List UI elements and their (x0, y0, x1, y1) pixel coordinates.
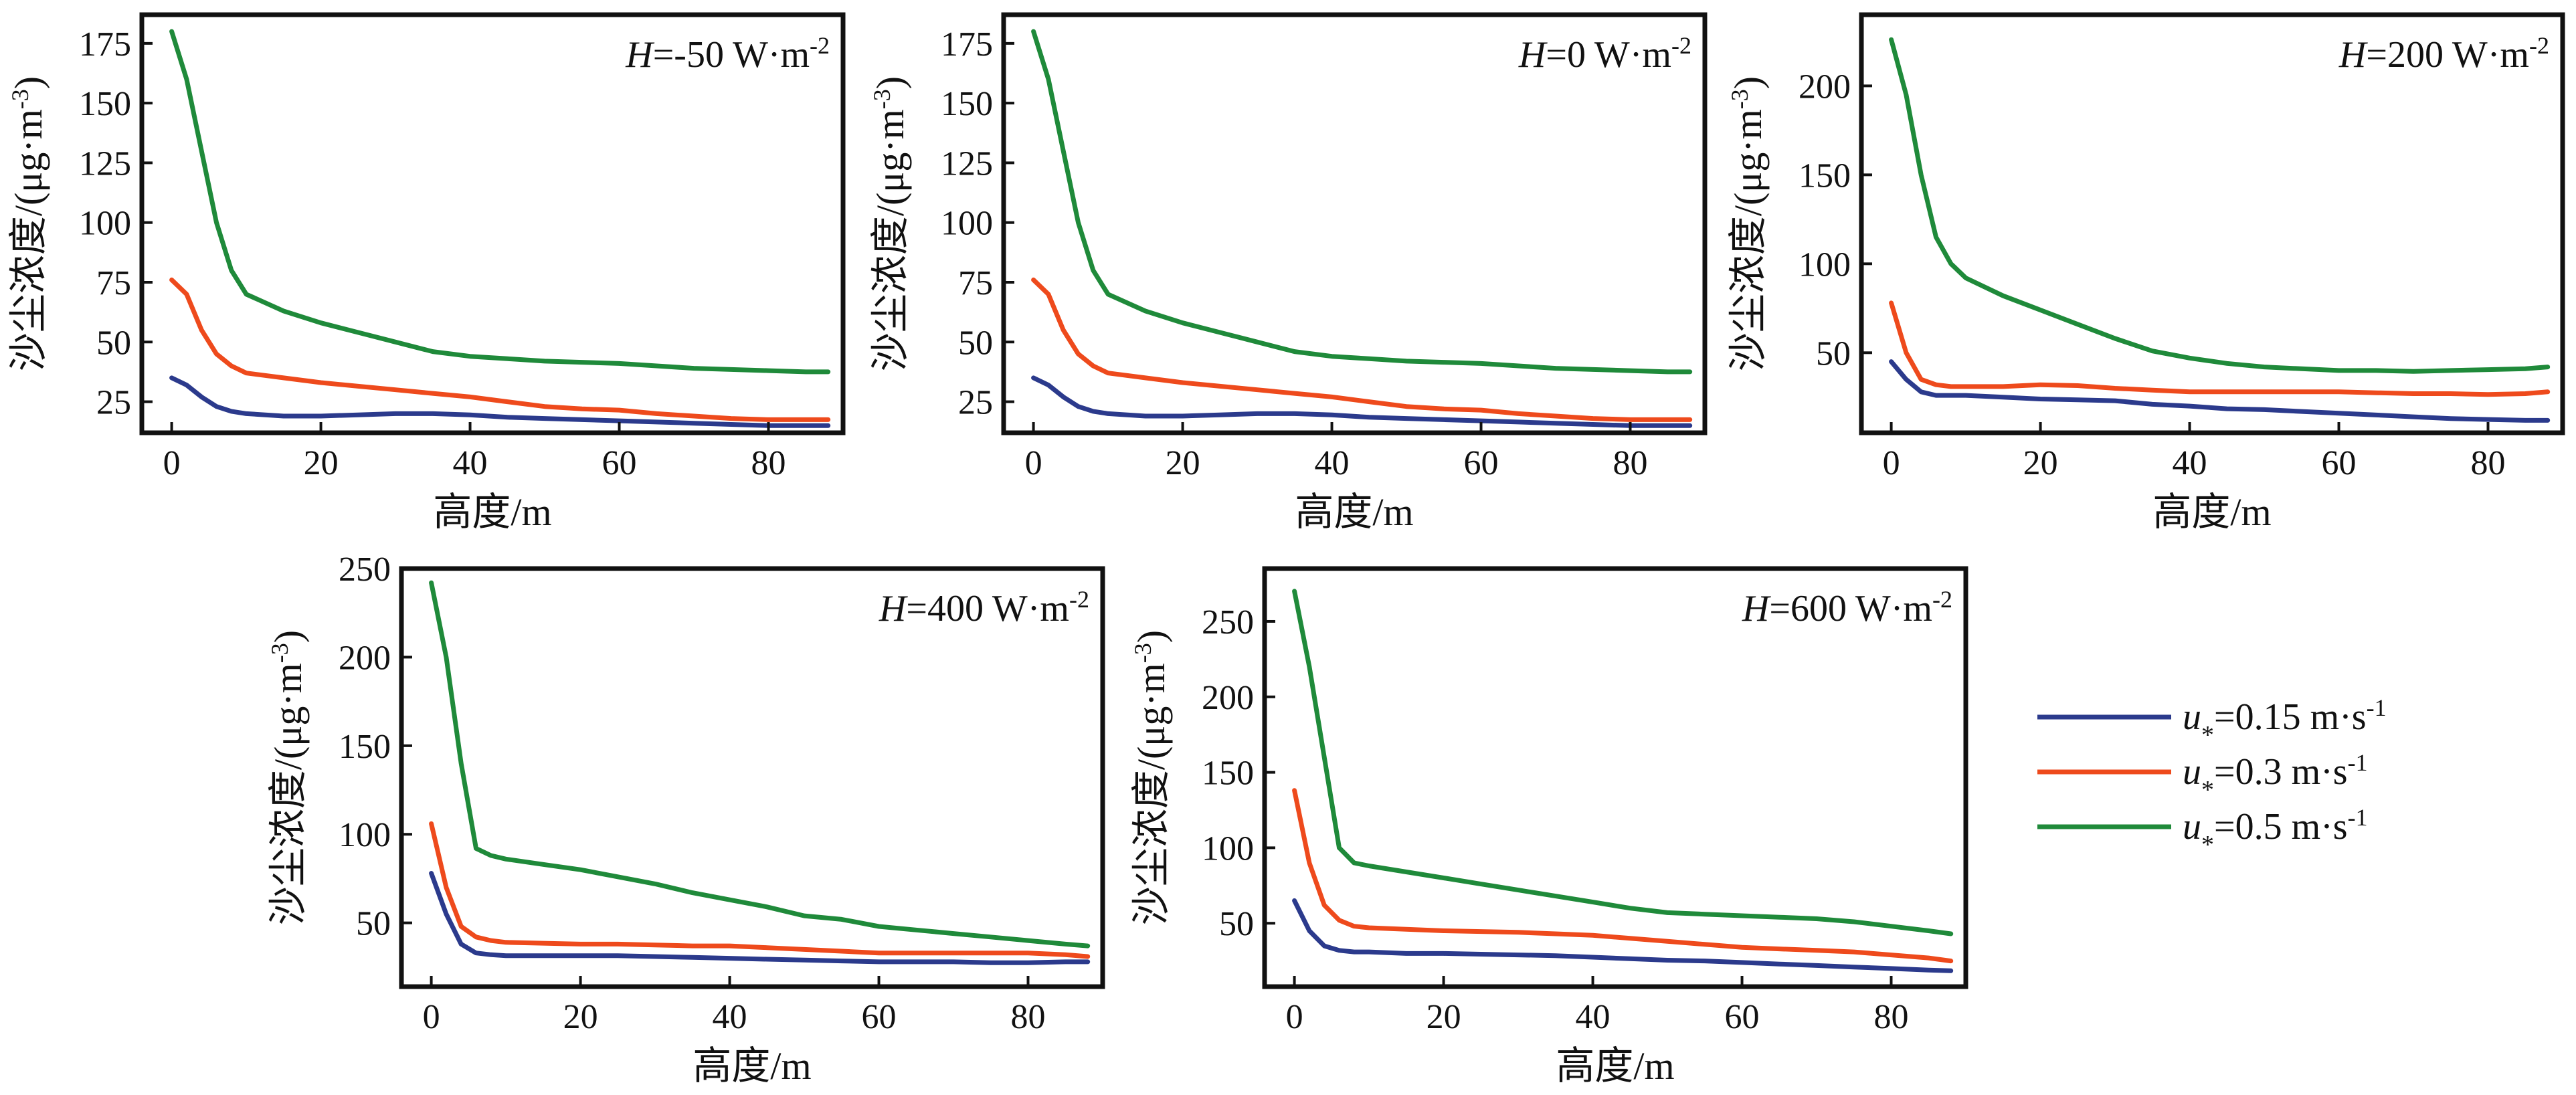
series-line-u05 (1031, 29, 1693, 375)
legend-label-u03: u*=0.3 m·s-1 (2183, 749, 2368, 804)
x-tick-label: 60 (862, 998, 897, 1036)
y-tick-label: 50 (1816, 334, 1851, 373)
series-line-u05 (1292, 589, 1954, 936)
x-tick-label: 0 (1286, 998, 1303, 1036)
series-line-u03 (1292, 788, 1954, 964)
legend-label-u015: u*=0.15 m·s-1 (2183, 694, 2387, 749)
y-tick-label: 75 (96, 264, 131, 302)
panel-label: H=-50 W·m-2 (625, 32, 830, 76)
plot-frame (399, 566, 1105, 989)
panel-label: H=0 W·m-2 (1518, 32, 1691, 76)
series-line-u03 (169, 277, 831, 422)
series-line-u05 (169, 29, 831, 375)
y-tick-label: 200 (339, 639, 391, 677)
series-line-u015 (169, 375, 831, 428)
y-axis-label: 沙尘浓度/(μg·m-3) (868, 76, 912, 371)
x-tick-label: 60 (1464, 444, 1499, 482)
y-axis-label: 沙尘浓度/(μg·m-3) (1129, 630, 1173, 925)
x-tick-label: 60 (1725, 998, 1760, 1036)
y-tick-label: 125 (79, 144, 131, 183)
y-tick-label: 150 (79, 85, 131, 123)
x-tick-label: 60 (602, 444, 637, 482)
x-tick-label: 80 (1011, 998, 1046, 1036)
y-tick-label: 75 (958, 264, 993, 302)
x-tick-label: 20 (304, 444, 339, 482)
x-axis-label: 高度/m (1556, 1044, 1674, 1088)
series-line-u015 (1031, 375, 1693, 428)
x-axis-label: 高度/m (693, 1044, 811, 1088)
y-tick-label: 25 (958, 384, 993, 422)
x-tick-label: 20 (2023, 444, 2058, 482)
x-tick-label: 80 (1613, 444, 1648, 482)
legend: u*=0.15 m·s-1u*=0.3 m·s-1u*=0.5 m·s-1 (2037, 694, 2387, 859)
y-tick-label: 175 (941, 25, 993, 64)
x-tick-label: 80 (2471, 444, 2506, 482)
x-tick-label: 40 (713, 998, 747, 1036)
y-tick-label: 250 (1202, 603, 1254, 641)
x-tick-label: 40 (2173, 444, 2207, 482)
x-tick-label: 20 (1427, 998, 1461, 1036)
x-axis-label: 高度/m (433, 490, 551, 534)
y-tick-label: 100 (1202, 829, 1254, 868)
chart-panel-4: 0 20 40 60 80 50 100 150 200 250 高度/m 沙尘浓度/(μg·m-3)… (266, 551, 1105, 1088)
panel-label: H=600 W·m-2 (1742, 586, 1952, 629)
x-tick-label: 0 (1025, 444, 1042, 482)
x-tick-label: 80 (1874, 998, 1909, 1036)
x-tick-label: 0 (423, 998, 440, 1036)
series-line-u03 (429, 821, 1091, 959)
x-tick-label: 80 (751, 444, 786, 482)
y-tick-label: 25 (96, 384, 131, 422)
panel-label: H=200 W·m-2 (2338, 32, 2549, 76)
chart-panel-3: 0 20 40 60 80 50 100 150 200 高度/m 沙尘浓度/(μg·m-3) H=2… (1726, 12, 2565, 534)
series-line-u015 (1889, 359, 2551, 423)
legend-label-u05: u*=0.5 m·s-1 (2183, 804, 2368, 859)
chart-panel-1: 0 20 40 60 80 25 50 75 100 125 150 175 高度/m 沙尘浓度/(μg·… (7, 12, 846, 534)
x-tick-label: 0 (163, 444, 181, 482)
x-axis-label: 高度/m (2152, 490, 2271, 534)
chart-panel-2: 0 20 40 60 80 25 50 75 100 125 150 175 高度/m 沙尘浓度/(μg·… (868, 12, 1708, 534)
y-tick-label: 150 (1799, 157, 1851, 195)
panel-label: H=400 W·m-2 (879, 586, 1089, 629)
y-tick-label: 125 (941, 144, 993, 183)
y-tick-label: 100 (79, 205, 131, 243)
y-tick-label: 100 (339, 816, 391, 854)
x-axis-label: 高度/m (1295, 490, 1413, 534)
y-tick-label: 150 (941, 85, 993, 123)
y-tick-label: 100 (941, 205, 993, 243)
series-line-u05 (1889, 37, 2551, 374)
y-axis-label: 沙尘浓度/(μg·m-3) (1726, 76, 1770, 371)
x-tick-label: 20 (563, 998, 598, 1036)
series-line-u03 (1031, 277, 1693, 422)
y-tick-label: 150 (1202, 755, 1254, 793)
y-tick-label: 250 (339, 551, 391, 589)
y-tick-label: 150 (339, 728, 391, 766)
plot-frame (1262, 566, 1968, 989)
y-axis-label: 沙尘浓度/(μg·m-3) (7, 76, 50, 371)
y-tick-label: 50 (96, 324, 131, 362)
x-tick-label: 0 (1883, 444, 1900, 482)
chart-panel-5: 0 20 40 60 80 50 100 150 200 250 高度/m 沙尘浓度/(μg·m-3)… (1129, 566, 1968, 1088)
y-tick-label: 50 (1219, 905, 1254, 943)
y-tick-label: 200 (1799, 68, 1851, 106)
x-tick-label: 20 (1166, 444, 1200, 482)
series-line-u015 (1292, 898, 1954, 973)
x-tick-label: 40 (1315, 444, 1350, 482)
x-tick-label: 60 (2322, 444, 2357, 482)
y-tick-label: 175 (79, 25, 131, 64)
plot-frame (1859, 12, 2565, 435)
y-axis-label: 沙尘浓度/(μg·m-3) (266, 630, 310, 925)
x-tick-label: 40 (453, 444, 488, 482)
series-line-u03 (1889, 300, 2551, 397)
series-line-u015 (429, 871, 1091, 965)
x-tick-label: 40 (1576, 998, 1611, 1036)
y-tick-label: 100 (1799, 245, 1851, 284)
y-tick-label: 50 (958, 324, 993, 362)
y-tick-label: 50 (356, 905, 391, 943)
y-tick-label: 200 (1202, 679, 1254, 717)
series-line-u05 (429, 580, 1091, 949)
